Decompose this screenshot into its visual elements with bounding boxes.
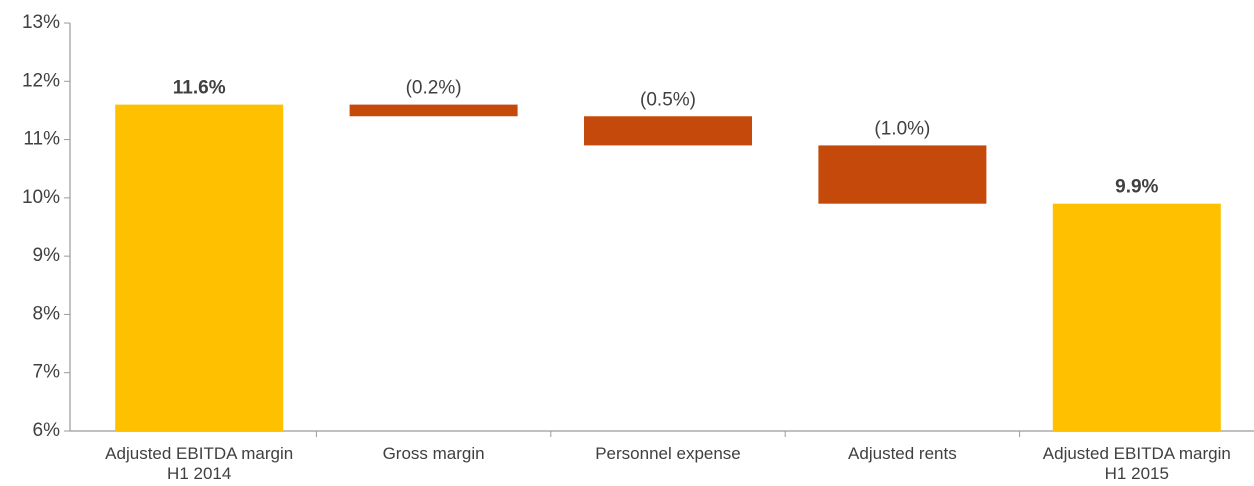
- y-tick-label: 11%: [23, 129, 60, 150]
- x-tick-label-line: Adjusted rents: [848, 444, 957, 463]
- x-tick-label-line: H1 2014: [167, 464, 231, 483]
- data-label: (0.2%): [406, 78, 462, 99]
- bar: [818, 145, 987, 204]
- x-tick-label-line: Adjusted EBITDA margin: [1043, 444, 1231, 463]
- y-tick-label: 8%: [33, 303, 61, 324]
- data-label: 11.6%: [173, 78, 226, 99]
- x-tick-label-line: H1 2015: [1105, 464, 1169, 483]
- x-tick-label: Gross margin: [383, 444, 485, 463]
- data-label: (1.0%): [874, 118, 930, 139]
- y-tick-label: 7%: [33, 362, 61, 383]
- y-tick-label: 13%: [22, 12, 60, 33]
- bar: [349, 104, 518, 117]
- x-tick-label-line: Adjusted EBITDA margin: [105, 444, 293, 463]
- y-tick-label: 6%: [33, 420, 61, 441]
- y-tick-label: 12%: [22, 70, 60, 91]
- x-tick-label: Adjusted EBITDA margin H1 2015: [1043, 444, 1231, 483]
- bar: [1052, 203, 1221, 431]
- x-tick-label: Personnel expense: [595, 444, 741, 463]
- x-tick-label: Adjusted rents: [848, 444, 957, 463]
- bar: [584, 116, 752, 146]
- data-label: 9.9%: [1115, 177, 1158, 198]
- x-tick-label-line: Personnel expense: [595, 444, 741, 463]
- x-tick-label-line: Gross margin: [383, 444, 485, 463]
- y-tick-label: 9%: [33, 245, 61, 266]
- data-label: (0.5%): [640, 89, 696, 110]
- bar: [115, 104, 284, 431]
- y-tick-label: 10%: [22, 187, 60, 208]
- x-tick-label: Adjusted EBITDA margin H1 2014: [105, 444, 293, 483]
